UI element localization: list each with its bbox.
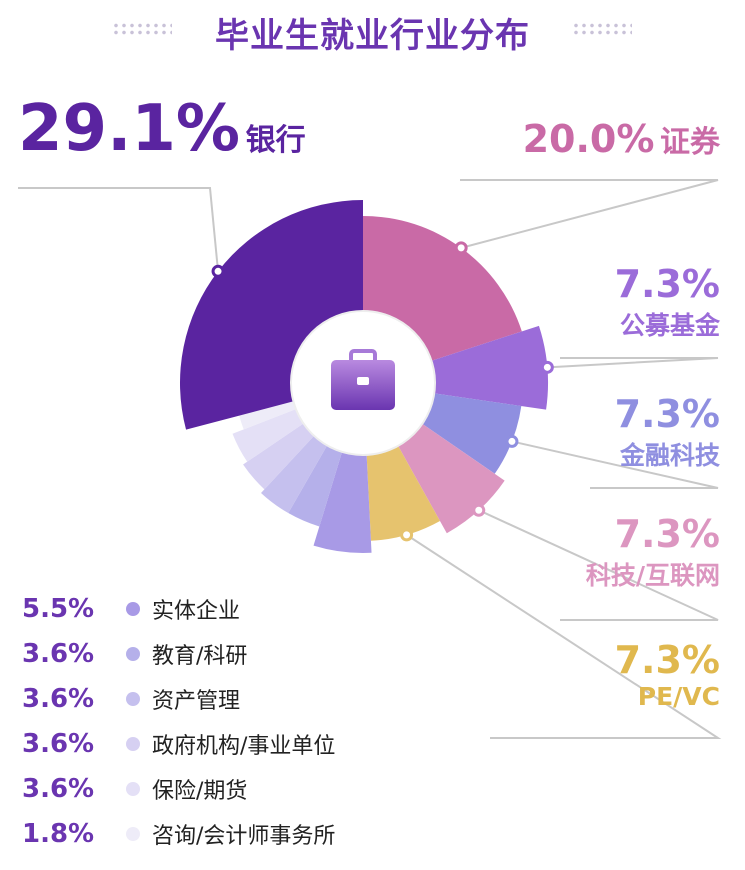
legend-dot — [126, 826, 140, 841]
slice-enterprise — [313, 440, 372, 553]
chart-title: 毕业生就业行业分布 — [215, 16, 530, 56]
legend-item: 3.6% 资产管理 — [22, 676, 335, 721]
leader-line-bank — [18, 187, 220, 272]
legend-dot — [126, 601, 140, 616]
marker-tech-internet — [472, 503, 486, 517]
legend: 5.5% 实体企业 3.6% 教育/科研 3.6% 资产管理 3.6% 政府机构/事业单… — [22, 586, 335, 856]
name-pe-vc: PE/VC — [637, 682, 720, 711]
legend-dot — [126, 691, 140, 706]
leader-line-fintech — [511, 440, 719, 489]
decorative-dots-right — [572, 22, 632, 36]
legend-item: 3.6% 政府机构/事业单位 — [22, 721, 335, 766]
marker-bank — [211, 264, 225, 278]
legend-item: 5.5% 实体企业 — [22, 586, 335, 631]
legend-dot — [126, 736, 140, 751]
legend-label: 教育/科研 — [152, 643, 248, 669]
leader-line-securities — [460, 179, 719, 249]
value-bank: 29.1% — [18, 92, 241, 166]
legend-label: 实体企业 — [152, 598, 241, 624]
label-pe-vc: 7.3% PE/VC — [615, 638, 720, 711]
name-fintech: 金融科技 — [619, 441, 720, 470]
name-public-fund: 公募基金 — [619, 311, 720, 340]
label-tech-internet: 7.3% 科技/互联网 — [586, 512, 720, 592]
legend-value: 5.5% — [22, 593, 95, 624]
slice-consulting — [239, 398, 308, 430]
name-securities: 证券 — [660, 125, 720, 160]
slice-insurance — [232, 404, 314, 462]
slice-pe-vc — [366, 435, 440, 541]
legend-dot — [126, 646, 140, 661]
marker-fintech — [505, 434, 519, 448]
legend-label: 保险/期货 — [152, 778, 248, 804]
name-bank: 银行 — [245, 123, 306, 158]
label-public-fund: 7.3% 公募基金 — [615, 262, 720, 342]
label-fintech: 7.3% 金融科技 — [615, 392, 720, 472]
value-tech-internet: 7.3% — [614, 512, 720, 556]
legend-value: 3.6% — [22, 683, 95, 714]
label-bank: 29.1% 银行 — [18, 92, 306, 166]
slice-public-fund — [420, 325, 548, 410]
name-tech-internet: 科技/互联网 — [585, 561, 720, 590]
value-securities: 20.0% — [522, 117, 655, 161]
value-public-fund: 7.3% — [614, 262, 720, 306]
decorative-dots-left — [112, 22, 172, 36]
legend-value: 3.6% — [22, 728, 95, 759]
slice-asset-mgmt — [261, 426, 334, 514]
legend-item: 3.6% 保险/期货 — [22, 766, 335, 811]
legend-label: 资产管理 — [152, 688, 241, 714]
marker-public-fund — [540, 360, 554, 374]
legend-dot — [126, 781, 140, 796]
marker-securities — [454, 241, 468, 255]
value-pe-vc: 7.3% — [614, 638, 720, 682]
legend-item: 1.8% 咨询/会计师事务所 — [22, 811, 335, 856]
leader-line-pe-vc — [406, 534, 722, 739]
briefcase-icon — [331, 349, 395, 410]
legend-item: 3.6% 教育/科研 — [22, 631, 335, 676]
value-fintech: 7.3% — [614, 392, 720, 436]
slice-fintech — [412, 391, 522, 474]
label-securities: 20.0% 证券 — [523, 117, 720, 161]
leader-line-public-fund — [547, 357, 719, 369]
legend-label: 咨询/会计师事务所 — [152, 823, 336, 849]
marker-pe-vc — [400, 528, 414, 542]
slice-education — [288, 435, 346, 527]
slice-bank — [179, 200, 363, 430]
slice-government — [243, 416, 323, 490]
legend-label: 政府机构/事业单位 — [152, 733, 336, 759]
legend-value: 1.8% — [22, 818, 95, 849]
legend-value: 3.6% — [22, 773, 95, 804]
leader-line-tech-internet — [478, 509, 719, 621]
legend-value: 3.6% — [22, 638, 95, 669]
